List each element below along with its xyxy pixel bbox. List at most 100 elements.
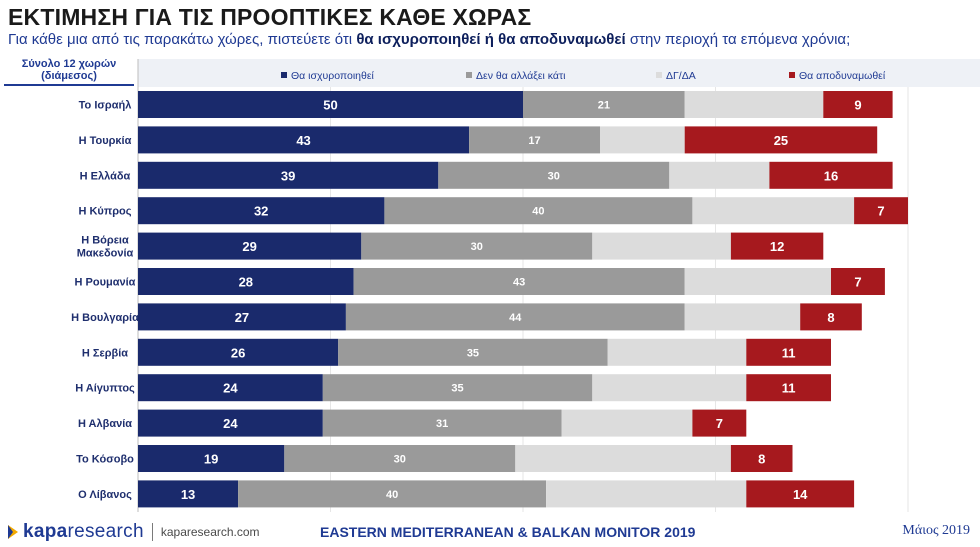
bar-δγ-δα (561, 409, 693, 437)
data-label: 31 (436, 418, 448, 430)
category-label-line: Η Αίγυπτος (75, 383, 135, 395)
subtitle-pre: Για κάθε μια από τις παρακάτω χώρες, πισ… (8, 31, 357, 48)
category-label: Η Κύπρος (78, 206, 131, 218)
bar-θα-ισχυροποιηθεί (138, 197, 385, 225)
bar-θα-ισχυροποιηθεί (138, 126, 470, 154)
corner-label-line1: Σύνολο 12 χωρών (21, 58, 117, 70)
bar-δεν-θα-αλλάξει-κάτι (361, 232, 593, 260)
bar-θα-ισχυροποιηθεί (138, 161, 439, 189)
logo-divider (151, 523, 153, 541)
bar-δεν-θα-αλλάξει-κάτι (322, 374, 593, 402)
bar-δεν-θα-αλλάξει-κάτι (384, 197, 693, 225)
category-label-line: Η Ρουμανία (75, 277, 136, 289)
bar-θα-αποδυναμωθεί (854, 197, 908, 225)
category-label-line: Ο Λίβανος (78, 489, 132, 501)
category-label: Η Ρουμανία (75, 277, 136, 289)
bar-δεν-θα-αλλάξει-κάτι (523, 91, 685, 118)
bar-θα-αποδυναμωθεί (684, 126, 878, 154)
brand-name: kaparesearch (23, 521, 144, 543)
bar-θα-αποδυναμωθεί (730, 232, 824, 260)
bar-θα-αποδυναμωθεί (823, 91, 893, 118)
data-label: 12 (770, 239, 784, 254)
legend-label: ΔΓ/ΔΑ (666, 70, 696, 82)
category-label-line: Η Ελλάδα (80, 170, 131, 182)
brand-url: kaparesearch.com (160, 525, 260, 539)
data-label: 35 (451, 383, 463, 395)
bar-θα-ισχυροποιηθεί (138, 480, 239, 508)
category-label: Η Βόρεια Μακεδονία (77, 235, 134, 260)
brand-logo: kaparesearch kaparesearch.com (6, 520, 260, 544)
bar-δγ-δα (592, 374, 747, 402)
category-label: Η Ελλάδα (80, 170, 131, 182)
bar-δγ-δα (684, 268, 831, 295)
bar-δγ-δα (592, 232, 731, 260)
bar-δεν-θα-αλλάξει-κάτι (345, 303, 685, 331)
data-label: 40 (532, 206, 544, 218)
legend-label: Θα αποδυναμωθεί (799, 70, 886, 82)
category-label-line: Η Βουλγαρία (71, 312, 139, 324)
category-label-line: Η Κύπρος (78, 206, 131, 218)
kapa-logo-icon (8, 525, 18, 539)
category-label: Η Σερβία (82, 347, 128, 359)
data-label: 19 (204, 452, 218, 467)
bar-δγ-δα (684, 91, 824, 118)
bar-θα-αποδυναμωθεί (746, 338, 831, 366)
data-label: 25 (774, 133, 788, 148)
bar-δγ-δα (600, 126, 685, 154)
category-label-line: Η Αλβανία (78, 418, 132, 430)
bar-θα-ισχυροποιηθεί (138, 409, 323, 437)
data-label: 21 (598, 100, 610, 112)
data-label: 43 (513, 277, 525, 289)
bar-δεν-θα-αλλάξει-κάτι (469, 126, 600, 154)
subtitle-bold: θα ισχυροποιηθεί ή θα αποδυναμωθεί (356, 31, 626, 48)
data-label: 29 (242, 239, 256, 254)
chart-title: ΕΚΤΙΜΗΣΗ ΓΙΑ ΤΙΣ ΠΡΟΟΠΤΙΚΕΣ ΚΑΘΕ ΧΩΡΑΣ (8, 4, 532, 30)
data-label: 30 (394, 454, 406, 466)
bar-θα-αποδυναμωθεί (746, 480, 855, 508)
data-label: 7 (877, 204, 884, 219)
category-label-line: Το Κόσοβο (76, 454, 134, 466)
category-label: Η Τουρκία (79, 135, 132, 147)
bar-θα-ισχυροποιηθεί (138, 338, 339, 366)
data-label: 32 (254, 204, 268, 219)
bar-θα-αποδυναμωθεί (746, 374, 831, 402)
data-label: 8 (827, 310, 834, 325)
bar-δεν-θα-αλλάξει-κάτι (238, 480, 547, 508)
corner-label-line2: (διάμεσος) (41, 70, 97, 82)
data-label: 11 (782, 345, 796, 360)
data-label: 11 (782, 381, 796, 396)
bar-θα-ισχυροποιηθεί (138, 303, 346, 331)
legend-label: Θα ισχυροποιηθεί (291, 70, 375, 82)
data-label: 50 (323, 98, 337, 113)
bar-δγ-δα (669, 161, 770, 189)
category-label: Ο Λίβανος (78, 489, 132, 501)
legend-band (138, 59, 980, 87)
data-label: 24 (223, 381, 238, 396)
data-label: 24 (223, 416, 238, 431)
bar-θα-αποδυναμωθεί (730, 445, 793, 472)
data-label: 7 (716, 416, 723, 431)
category-label: Η Αίγυπτος (75, 383, 135, 395)
footer-survey-name: EASTERN MEDITERRANEAN & BALKAN MONITOR 2… (320, 524, 696, 540)
category-label-line: Η Βόρεια (81, 235, 129, 247)
bar-δγ-δα (684, 303, 801, 331)
category-label: Η Αλβανία (78, 418, 132, 430)
bar-δεν-θα-αλλάξει-κάτι (284, 445, 516, 472)
bar-θα-αποδυναμωθεί (769, 161, 893, 189)
bar-θα-ισχυροποιηθεί (138, 445, 285, 472)
data-label: 43 (296, 133, 310, 148)
data-label: 26 (231, 345, 245, 360)
bar-δεν-θα-αλλάξει-κάτι (322, 409, 562, 437)
data-label: 40 (386, 489, 398, 501)
bar-θα-ισχυροποιηθεί (138, 268, 354, 295)
legend-swatch (466, 72, 472, 78)
data-label: 27 (235, 310, 249, 325)
bar-δγ-δα (692, 197, 855, 225)
data-label: 17 (528, 135, 540, 147)
data-label: 44 (509, 312, 522, 324)
footer-date: Μάιος 2019 (902, 523, 970, 538)
category-label-line: Μακεδονία (77, 248, 134, 260)
category-label: Το Ισραήλ (79, 100, 132, 112)
data-label: 8 (758, 452, 765, 467)
data-label: 7 (854, 275, 861, 290)
